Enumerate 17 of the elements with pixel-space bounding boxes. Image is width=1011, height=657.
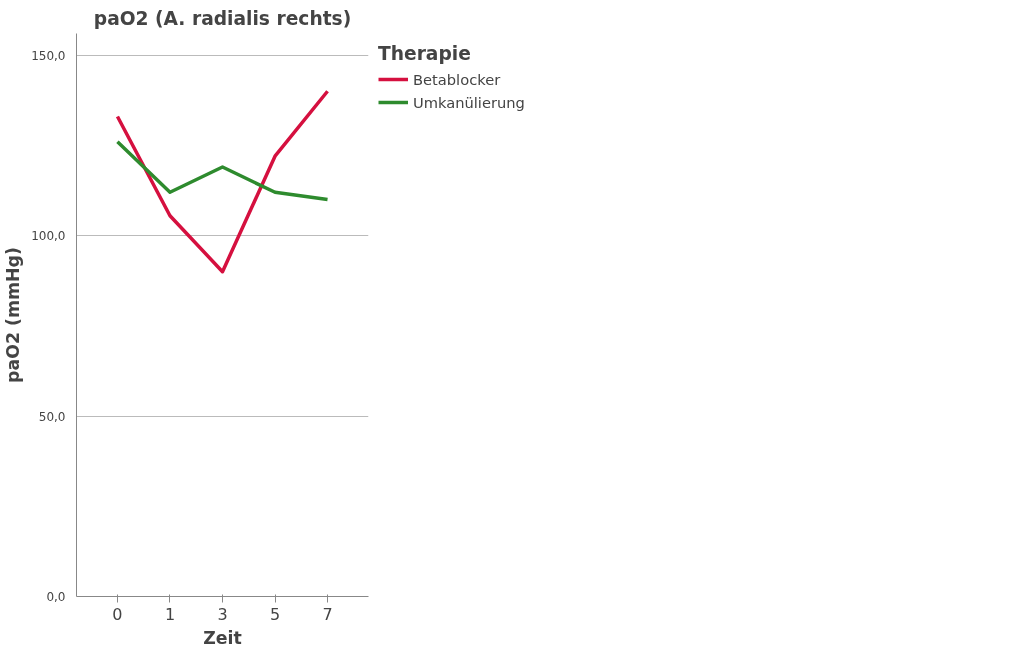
legend-label: Betablocker: [413, 70, 501, 88]
y-tick-label: 150,0: [31, 48, 66, 63]
x-tick-label: 7: [322, 604, 333, 624]
line-series: [115, 89, 330, 274]
y-tick-label: 100,0: [31, 229, 66, 244]
x-axis-title: Zeit: [203, 627, 242, 648]
y-tick-label: 0,0: [46, 590, 66, 604]
legend-label: Umkanülierung: [413, 93, 525, 111]
x-tick-label: 0: [112, 604, 123, 624]
legend-title: Therapie: [378, 43, 472, 64]
x-tick-label: 1: [164, 604, 176, 624]
y-tick-label: 50,0: [38, 409, 66, 424]
x-tick-label: 3: [217, 604, 228, 624]
line-series: [115, 140, 330, 202]
x-tick-label: 5: [269, 604, 281, 624]
chart-title: paO2 (A. radialis rechts): [93, 7, 352, 29]
y-axis-title: paO2 (mmHg): [3, 247, 24, 383]
